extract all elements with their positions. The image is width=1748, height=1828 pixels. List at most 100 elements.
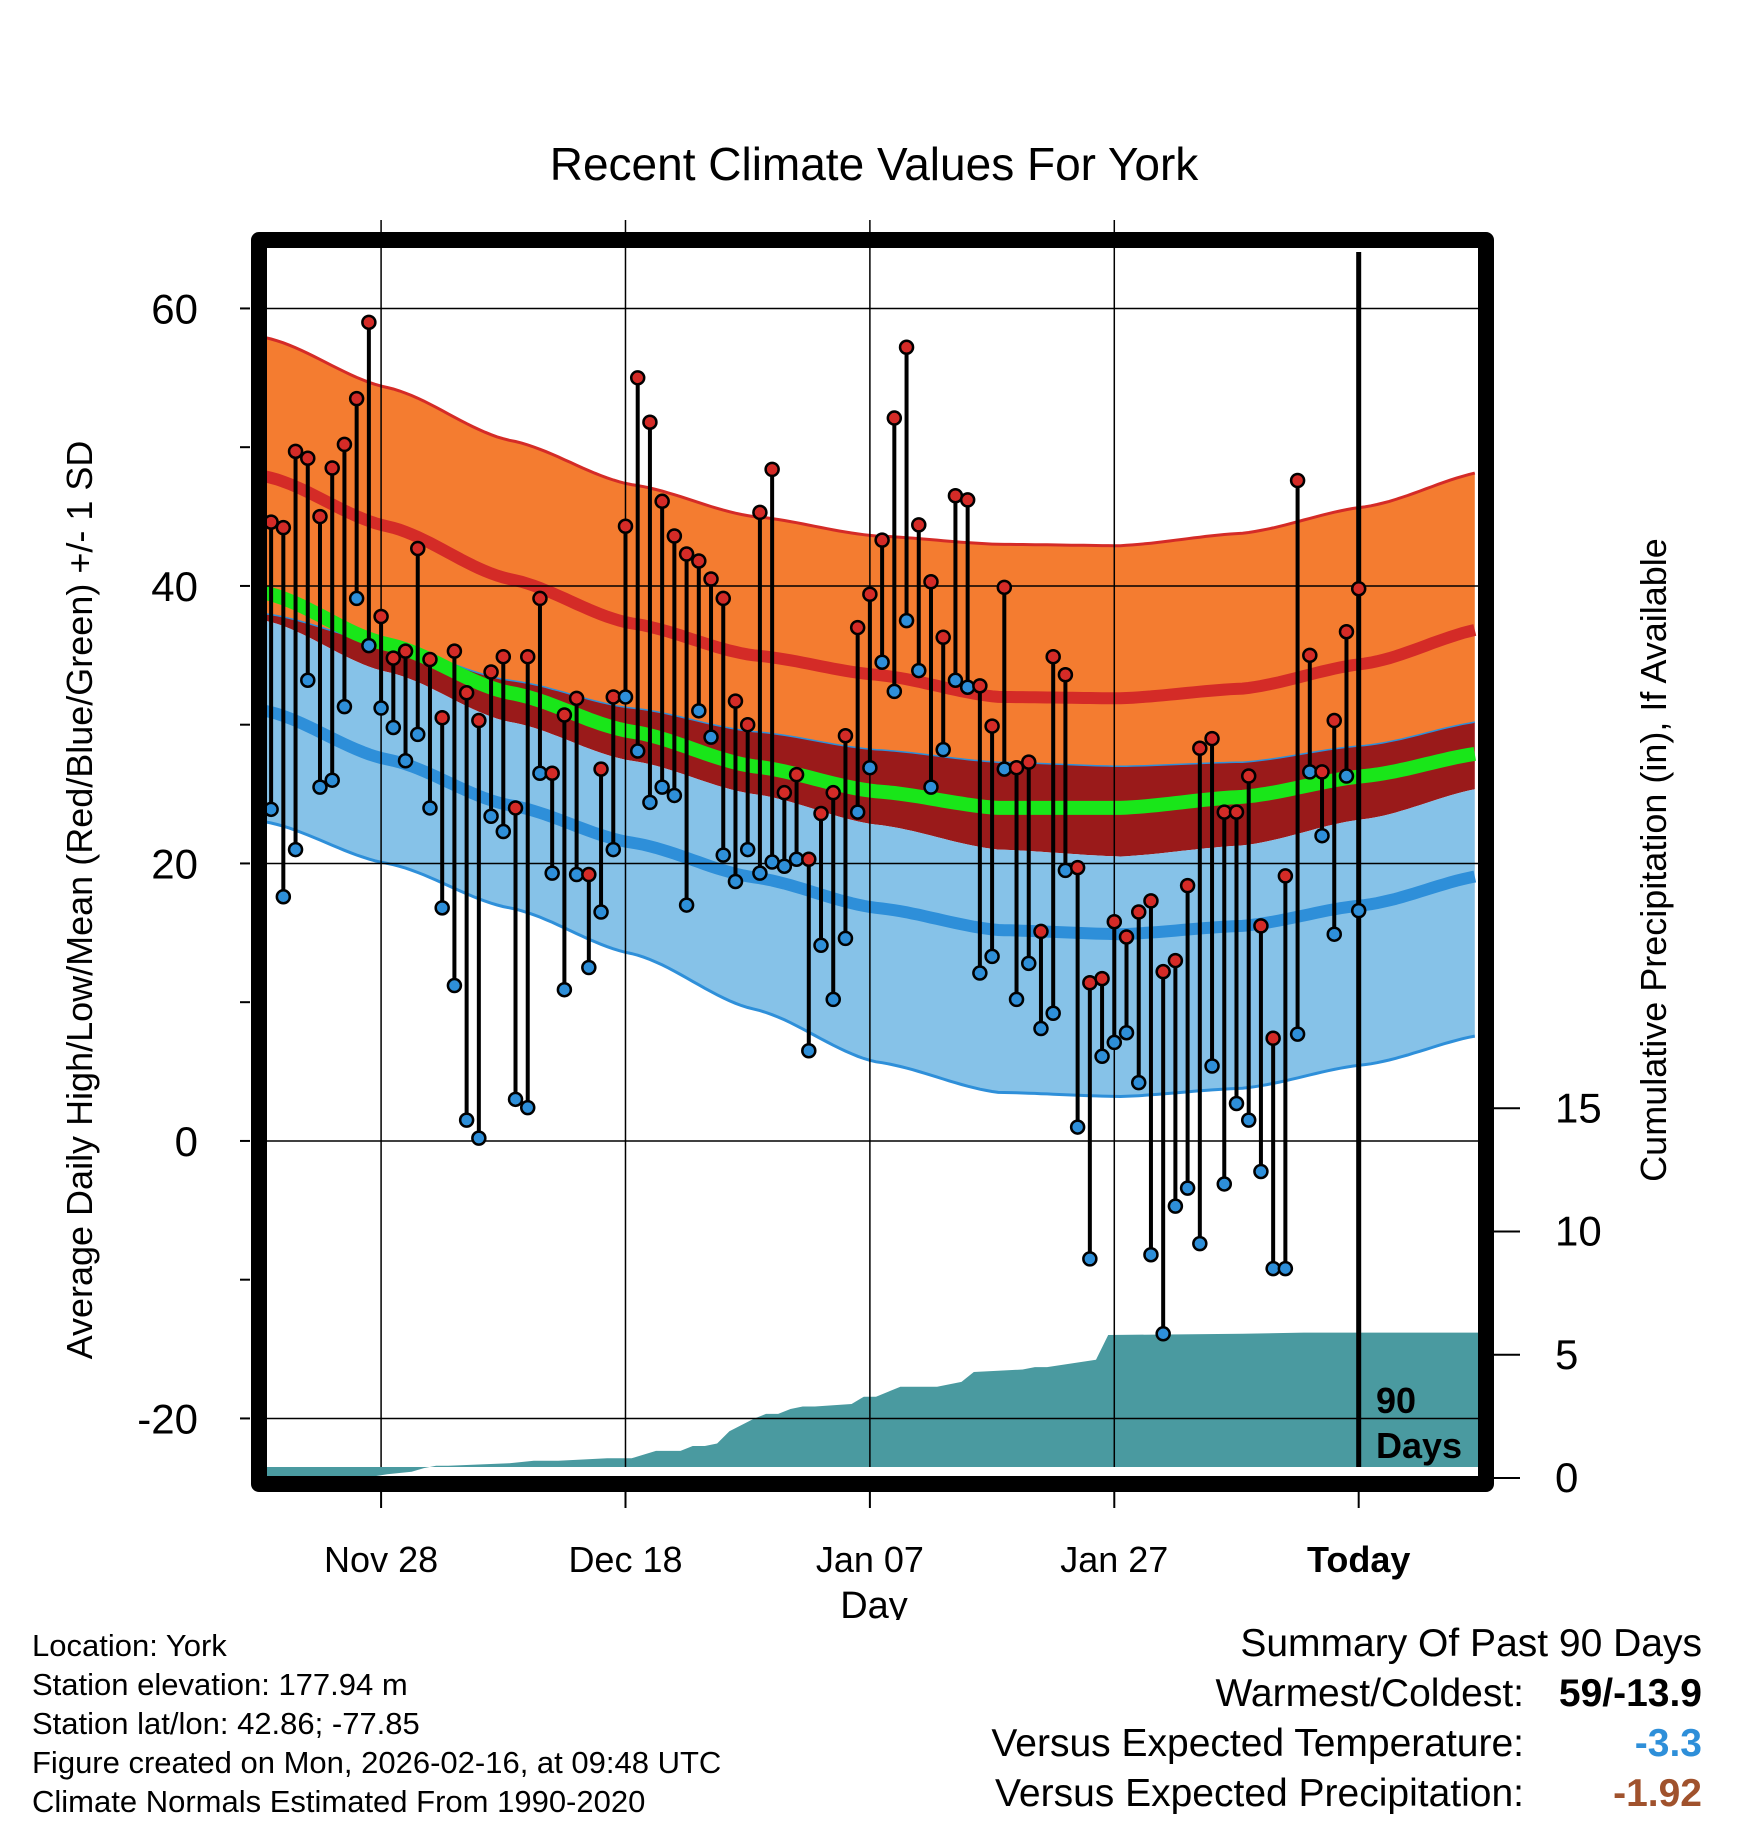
low-point bbox=[300, 672, 316, 689]
low-point bbox=[727, 873, 744, 890]
plot-frame bbox=[251, 232, 1494, 1492]
low-point bbox=[776, 858, 793, 874]
high-point bbox=[519, 648, 536, 665]
low-point bbox=[935, 741, 951, 758]
high-point bbox=[446, 643, 463, 659]
low-point bbox=[385, 719, 402, 736]
low-point bbox=[813, 937, 829, 954]
high-point bbox=[1179, 877, 1196, 894]
low-point bbox=[1289, 1026, 1306, 1042]
high-point bbox=[886, 410, 903, 426]
high-point bbox=[1277, 868, 1294, 884]
high-point bbox=[764, 461, 780, 478]
station-info: Location: York Station elevation: 177.94… bbox=[32, 1626, 721, 1821]
chart-title: Recent Climate Values For York bbox=[550, 138, 1200, 190]
warmest-value: 59/-13.9 bbox=[1558, 1672, 1702, 1715]
y2-axis-label: Cumulative Precipitation (in), If Availa… bbox=[1633, 538, 1674, 1182]
low-point bbox=[972, 965, 988, 981]
low-point bbox=[947, 672, 964, 689]
high-point bbox=[1118, 929, 1135, 945]
high-point bbox=[703, 571, 719, 587]
precip-value: -1.92 bbox=[1613, 1772, 1702, 1815]
high-point bbox=[654, 493, 670, 510]
high-point bbox=[911, 517, 927, 533]
low-point bbox=[373, 700, 389, 716]
low-point bbox=[886, 683, 903, 700]
high-point bbox=[1106, 913, 1123, 930]
low-point bbox=[287, 841, 304, 858]
location-text: Location: York bbox=[32, 1628, 227, 1663]
high-point bbox=[1253, 918, 1269, 934]
low-point bbox=[1167, 1198, 1184, 1214]
high-point bbox=[666, 528, 683, 544]
low-point bbox=[361, 637, 377, 654]
low-point bbox=[678, 897, 695, 913]
high-point bbox=[1033, 923, 1049, 940]
low-point bbox=[1228, 1095, 1245, 1112]
low-point bbox=[825, 991, 841, 1008]
warmest-label: Warmest/Coldest: bbox=[1215, 1672, 1524, 1715]
high-point bbox=[1008, 759, 1025, 776]
high-point bbox=[1338, 623, 1355, 640]
y2-tick-label: 15 bbox=[1555, 1084, 1602, 1131]
low-point bbox=[703, 729, 719, 745]
high-point bbox=[1167, 952, 1184, 969]
elevation-text: Station elevation: 177.94 m bbox=[32, 1667, 408, 1702]
high-point bbox=[385, 650, 402, 666]
high-point bbox=[1143, 893, 1159, 909]
temp-row: Versus Expected Temperature: -3.3 bbox=[991, 1719, 1702, 1769]
low-point bbox=[1253, 1163, 1269, 1180]
high-point bbox=[593, 761, 609, 777]
low-point bbox=[483, 808, 499, 825]
climate-chart: -20 0 20 40 60 0 5 10 15 Nov 28 Dec 18 Jan 07 Jan 27… bbox=[59, 138, 1674, 1620]
high-point bbox=[837, 728, 854, 744]
low-point bbox=[1021, 955, 1037, 972]
high-point bbox=[678, 546, 695, 562]
low-point bbox=[275, 888, 292, 905]
high-point bbox=[1314, 764, 1330, 780]
high-point bbox=[1265, 1030, 1281, 1047]
high-point bbox=[348, 390, 365, 407]
low-point bbox=[1192, 1235, 1208, 1252]
low-point bbox=[752, 865, 768, 881]
low-point bbox=[1314, 827, 1330, 844]
high-point bbox=[1326, 712, 1342, 729]
high-point bbox=[1228, 804, 1245, 820]
high-point bbox=[972, 678, 988, 694]
high-point bbox=[434, 710, 450, 726]
low-point bbox=[1082, 1251, 1098, 1267]
low-point bbox=[556, 981, 573, 998]
precip-row: Versus Expected Precipitation: -1.92 bbox=[991, 1769, 1702, 1819]
high-point bbox=[691, 553, 707, 569]
y-tick-label: 20 bbox=[151, 840, 198, 887]
low-point bbox=[495, 823, 512, 840]
high-point bbox=[361, 314, 377, 331]
high-point bbox=[739, 716, 756, 733]
high-point bbox=[874, 532, 890, 548]
high-point bbox=[336, 436, 353, 453]
y2-tick-label: 10 bbox=[1555, 1208, 1602, 1255]
low-point bbox=[471, 1130, 487, 1146]
y-tick-label: -20 bbox=[137, 1395, 198, 1442]
x-axis-label: Day bbox=[840, 1585, 908, 1620]
low-point bbox=[1057, 862, 1074, 879]
low-point bbox=[984, 948, 1000, 965]
low-point bbox=[348, 590, 365, 607]
high-point bbox=[471, 712, 487, 729]
precipitation-area bbox=[265, 1332, 1480, 1478]
high-point bbox=[483, 664, 499, 680]
temp-label: Versus Expected Temperature: bbox=[991, 1722, 1524, 1765]
low-point bbox=[1094, 1048, 1110, 1065]
low-point bbox=[1204, 1058, 1220, 1074]
low-point bbox=[1045, 1005, 1061, 1022]
high-point bbox=[581, 866, 597, 883]
plot-border bbox=[251, 232, 1494, 1492]
low-point bbox=[862, 759, 878, 776]
low-point bbox=[312, 779, 328, 795]
low-point bbox=[434, 900, 450, 916]
x-tick-label: Today bbox=[1307, 1539, 1410, 1580]
low-point bbox=[544, 865, 560, 881]
mean-sd-band bbox=[265, 613, 1475, 857]
low-point bbox=[642, 794, 658, 811]
y2-tick-label: 0 bbox=[1555, 1454, 1578, 1501]
